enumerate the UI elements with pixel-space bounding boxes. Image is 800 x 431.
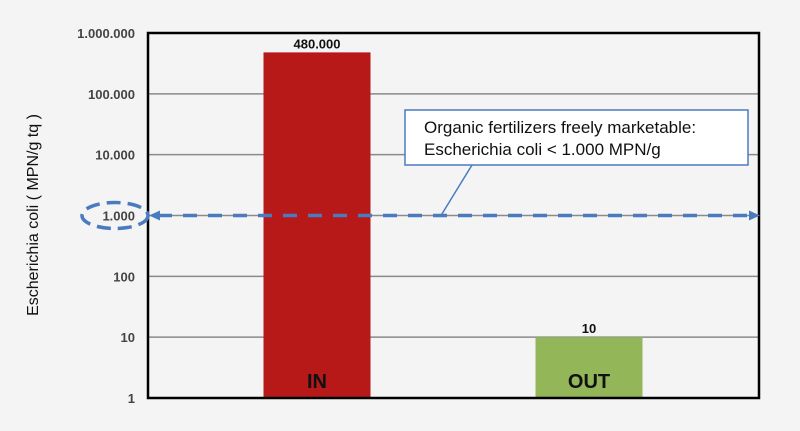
threshold-label-highlight-ellipse — [80, 200, 150, 231]
callout-pointer — [440, 164, 473, 216]
category-label: OUT — [568, 371, 610, 393]
callout-text-line-1: Organic fertilizers freely marketable: — [424, 118, 696, 137]
threshold-arrow-right — [749, 210, 760, 221]
y-tick-labels: 1 10 100 1.000 10.000 100.000 1.000.000 — [77, 26, 135, 406]
callout-box — [404, 109, 749, 166]
bar-out — [535, 337, 643, 398]
category-label: IN — [307, 371, 327, 393]
bars: 480.000 IN 10 OUT — [263, 36, 643, 398]
data-label: 10 — [582, 321, 596, 336]
threshold-arrow-left — [149, 210, 160, 221]
data-label: 480.000 — [294, 36, 341, 51]
y-tick-label: 10 — [121, 330, 135, 345]
y-axis-label: Escherichia coli ( MPN/g tq ) — [25, 114, 42, 316]
y-tick-label: 10.000 — [95, 148, 135, 163]
y-tick-label: 1.000.000 — [77, 26, 135, 41]
y-tick-label: 1.000 — [102, 209, 135, 224]
y-tick-label: 100.000 — [88, 87, 135, 102]
threshold-group: Organic fertilizers freely marketable: E… — [80, 109, 760, 231]
y-tick-label: 100 — [113, 269, 135, 284]
y-tick-label: 1 — [128, 391, 135, 406]
callout-text-line-2: Escherichia coli < 1.000 MPN/g — [424, 140, 661, 159]
bar-in — [263, 52, 371, 398]
